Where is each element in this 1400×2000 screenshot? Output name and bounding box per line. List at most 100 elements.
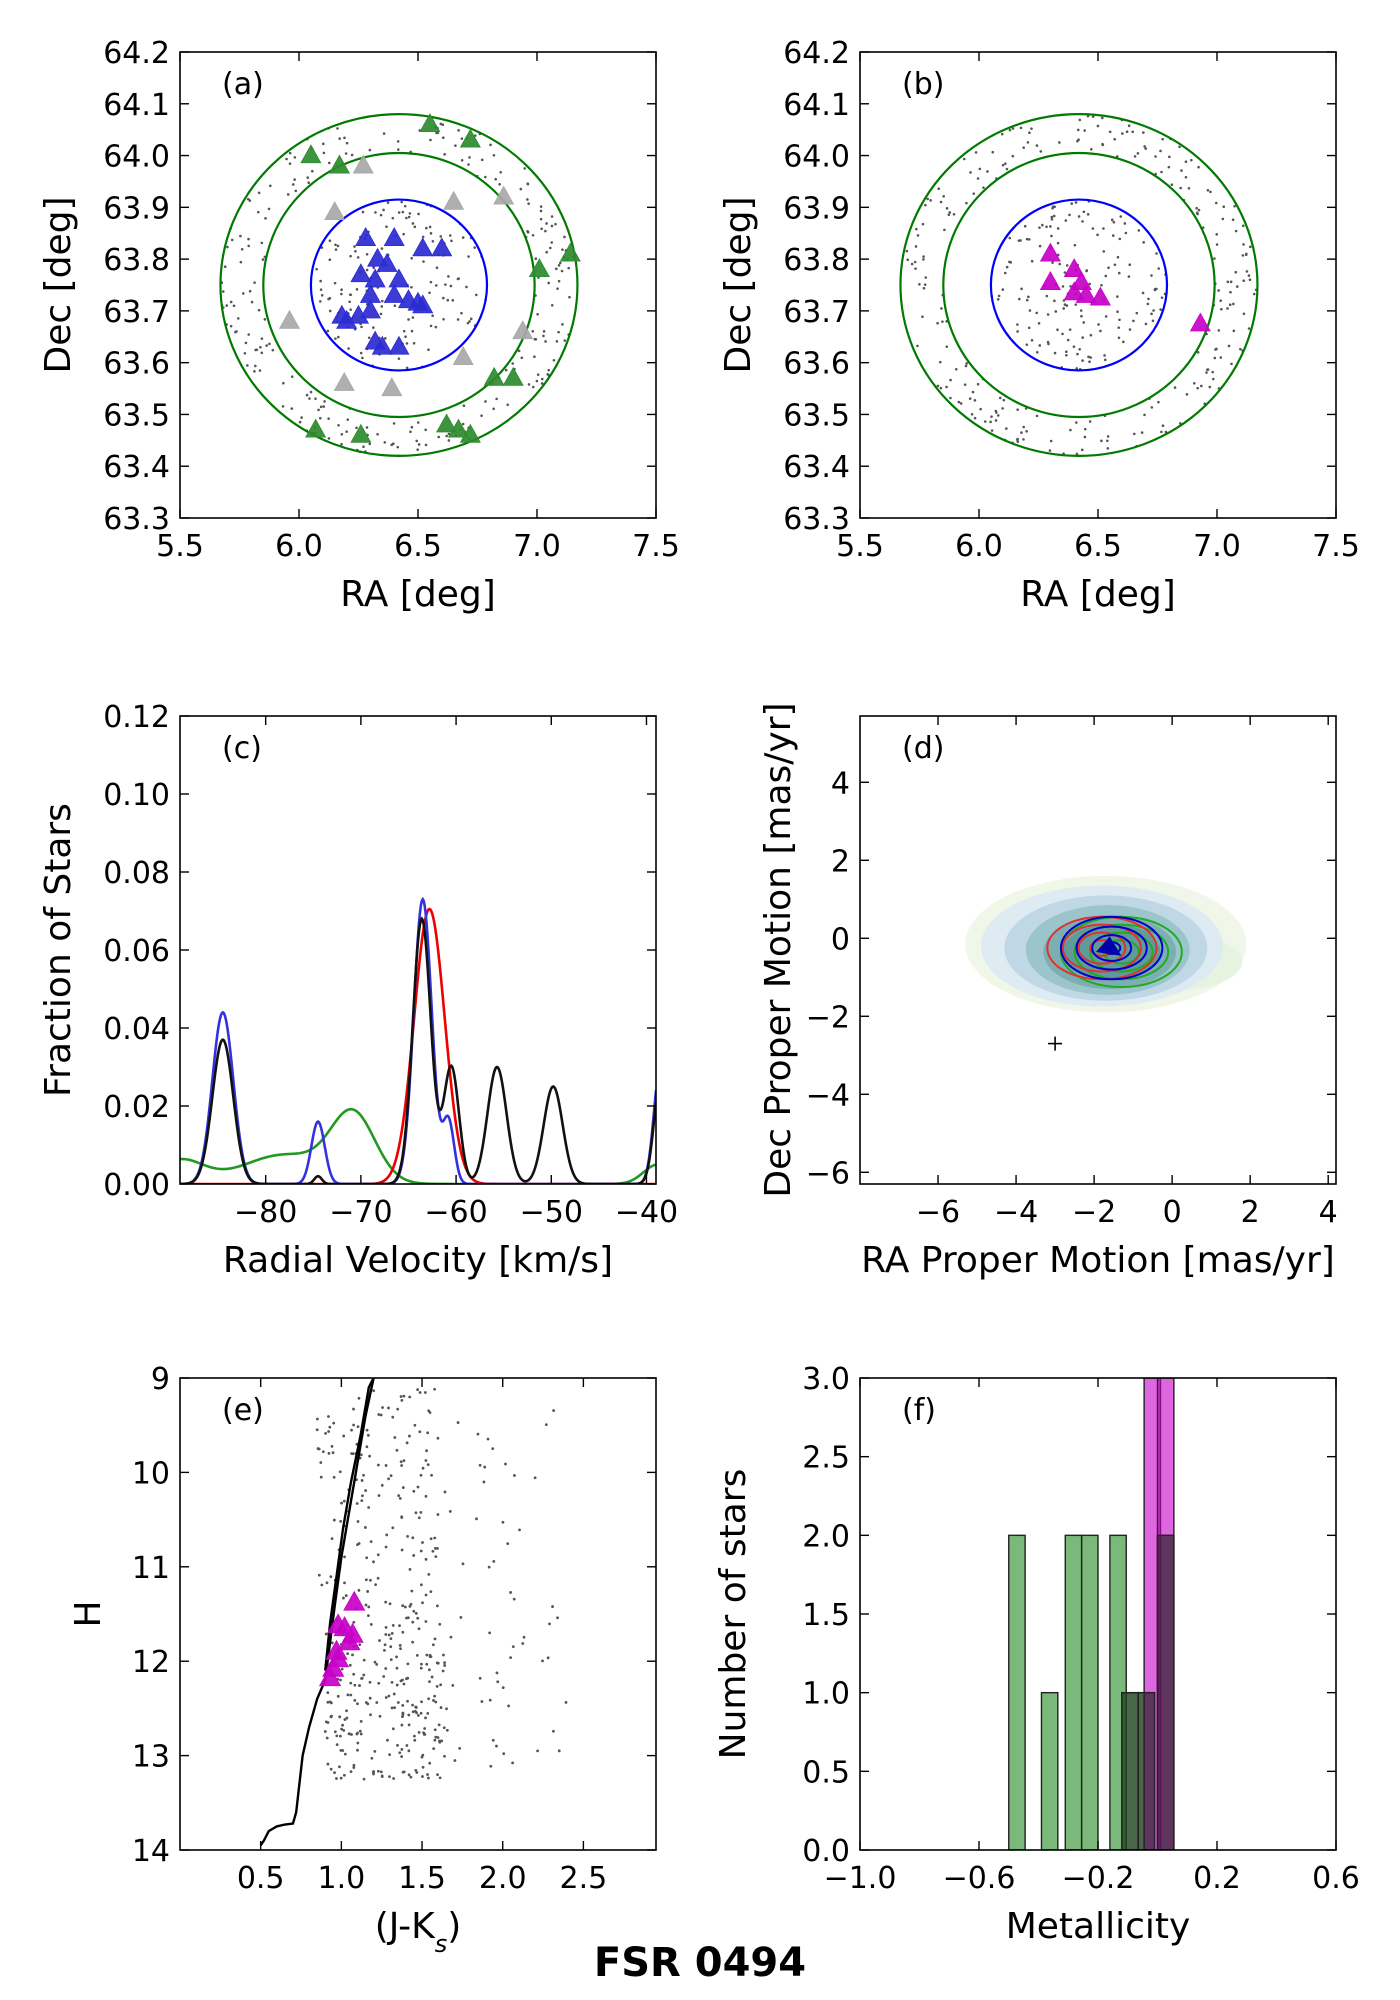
field-star — [986, 170, 989, 173]
field-star — [443, 1490, 447, 1494]
field-star — [1030, 339, 1034, 342]
field-star — [288, 151, 292, 155]
field-star — [328, 1700, 332, 1704]
field-star — [359, 351, 363, 355]
field-star — [1143, 145, 1146, 148]
y-tick-label: −6 — [806, 1156, 850, 1191]
field-star — [952, 213, 956, 216]
field-star — [1087, 355, 1090, 359]
field-star — [349, 1770, 353, 1774]
field-star — [330, 1444, 334, 1448]
field-star — [413, 1734, 416, 1738]
field-star — [372, 1389, 376, 1393]
y-tick-label: 64.1 — [103, 88, 170, 123]
field-star — [433, 1694, 437, 1698]
field-star — [340, 1501, 343, 1505]
field-star — [253, 370, 256, 373]
field-star — [439, 1683, 443, 1687]
field-star — [539, 217, 543, 221]
field-star — [361, 210, 365, 214]
field-star — [416, 1388, 420, 1392]
field-star — [425, 1653, 429, 1657]
field-star — [348, 1663, 352, 1667]
field-star — [247, 244, 250, 248]
field-star — [353, 1698, 357, 1702]
selection-circle — [219, 113, 579, 457]
x-axis-label: RA Proper Motion [mas/yr] — [861, 1240, 1335, 1281]
field-star — [379, 1413, 383, 1417]
field-star — [1063, 271, 1067, 274]
field-star — [1213, 356, 1217, 360]
field-star — [970, 412, 974, 416]
field-star — [1004, 162, 1007, 165]
field-star — [468, 320, 471, 323]
field-star — [924, 276, 928, 279]
field-star — [409, 1602, 413, 1606]
field-star — [906, 258, 910, 262]
field-star — [380, 1775, 384, 1778]
field-star — [417, 443, 421, 446]
field-star — [294, 189, 298, 193]
field-star — [395, 1666, 399, 1670]
field-star — [362, 1473, 365, 1477]
x-tick-label: 0.2 — [1193, 1861, 1241, 1896]
field-star — [1247, 327, 1251, 330]
field-star — [1124, 231, 1128, 235]
field-star — [1065, 264, 1069, 267]
field-star — [343, 1718, 347, 1721]
field-star — [353, 1683, 357, 1687]
field-star — [1008, 128, 1012, 132]
field-star — [421, 1466, 425, 1470]
field-star — [389, 1645, 393, 1649]
field-star — [1107, 266, 1110, 269]
field-star — [522, 1635, 526, 1639]
field-star — [390, 1631, 394, 1635]
y-tick-label: 63.7 — [783, 295, 850, 330]
field-star — [1229, 290, 1232, 294]
x-axis-label: RA [deg] — [1020, 574, 1176, 615]
field-star — [544, 1423, 548, 1426]
field-star — [342, 1773, 346, 1777]
field-star — [1035, 311, 1039, 315]
y-tick-label: 1.5 — [802, 1598, 850, 1633]
field-star — [533, 1476, 537, 1480]
field-star — [406, 1699, 409, 1703]
field-star — [330, 1641, 334, 1645]
field-star — [1108, 130, 1112, 134]
field-star — [346, 1693, 350, 1697]
field-star — [1091, 227, 1095, 230]
field-star — [1143, 413, 1146, 417]
field-star — [504, 368, 508, 372]
field-star — [526, 198, 529, 201]
star-gray — [452, 346, 474, 366]
field-star — [916, 234, 920, 237]
field-star — [400, 1398, 404, 1402]
field-star — [401, 1770, 405, 1774]
field-star — [965, 362, 968, 365]
x-tick-label: 7.5 — [632, 529, 680, 564]
y-axis-label: Number of stars — [713, 1469, 754, 1760]
field-star — [469, 317, 473, 321]
field-star — [229, 324, 233, 328]
field-star — [333, 281, 337, 285]
field-star — [419, 1473, 423, 1477]
star-inner — [359, 299, 381, 319]
panel-e: 0.5 1.0 1.5 2.0 2.5 9 10 11 12 13 14 H (e) (J-Ks) — [68, 1362, 657, 1958]
field-star — [1063, 303, 1067, 306]
field-star — [451, 299, 455, 302]
field-star — [362, 1777, 366, 1781]
field-star — [365, 426, 369, 429]
field-star — [395, 1655, 398, 1659]
panel-c: −80 −70 −60 −50 −40 0.00 0.02 0.04 0.06 0.08 0.10 0… — [38, 700, 678, 1281]
field-star — [923, 283, 927, 286]
field-star — [1016, 323, 1019, 326]
field-star — [431, 1549, 435, 1553]
field-star — [547, 281, 550, 285]
field-star — [418, 1430, 422, 1434]
field-star — [230, 238, 234, 242]
star-inner — [371, 335, 393, 355]
field-star — [1075, 452, 1079, 456]
field-star — [491, 1447, 495, 1451]
field-star — [408, 1567, 412, 1571]
y-tick-label: 14 — [132, 1834, 170, 1869]
